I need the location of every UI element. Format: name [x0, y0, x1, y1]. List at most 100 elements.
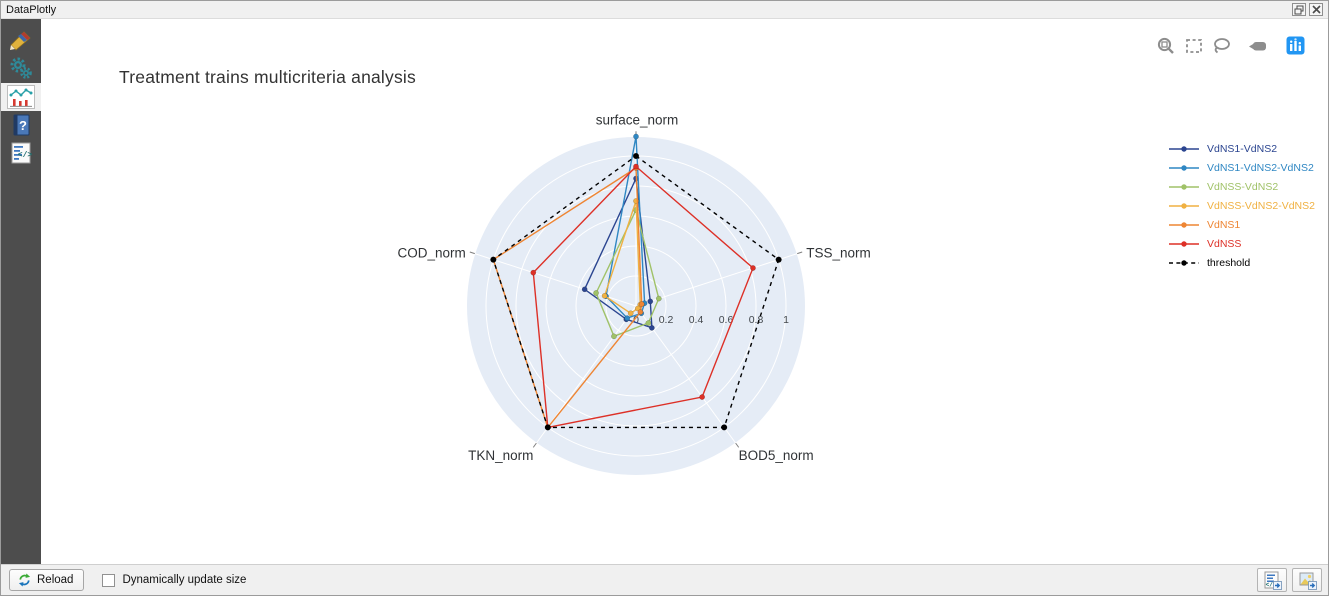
series-marker-VdNS1-VdNS2-VdNS2[interactable]: [624, 315, 631, 321]
axis-label-TKN_norm: TKN_norm: [468, 448, 533, 463]
close-icon: [1311, 5, 1321, 14]
series-marker-VdNSS[interactable]: [530, 269, 537, 276]
export-image-button[interactable]: [1292, 568, 1322, 592]
legend-label: VdNSS-VdNS2: [1207, 180, 1279, 193]
series-marker-threshold[interactable]: [632, 152, 640, 160]
axis-spoke: [635, 253, 798, 307]
sidebar-item-plot-settings[interactable]: [1, 55, 41, 83]
series-marker-threshold[interactable]: [490, 256, 497, 263]
series-marker-VdNS1-VdNS2-VdNS2[interactable]: [633, 133, 639, 140]
angular-tick: [797, 251, 803, 255]
series-line-VdNSS[interactable]: [532, 165, 754, 429]
reload-refresh-icon: [18, 573, 31, 587]
sidebar-item-plot-canvas[interactable]: [1, 83, 41, 111]
legend-sample: [1169, 202, 1199, 209]
legend-label: VdNSS: [1207, 237, 1242, 250]
series-marker-VdNSS[interactable]: [633, 163, 639, 170]
plot-area: 0 0.2 0.4 0.6 0.8 1 surface_norm TSS_norm BOD5_n…: [41, 19, 1328, 564]
legend-item-VdNS1-VdNS2[interactable]: VdNS1-VdNS2: [1169, 139, 1329, 158]
legend-sample: [1169, 145, 1199, 152]
series-marker-VdNSS[interactable]: [699, 394, 705, 400]
panel-titlebar: DataPlotly: [1, 1, 1328, 19]
legend-item-VdNSS[interactable]: VdNSS: [1169, 234, 1329, 253]
series-marker-threshold[interactable]: [544, 424, 551, 431]
legend-item-threshold[interactable]: threshold: [1169, 253, 1329, 272]
reload-button-label: Reload: [37, 574, 74, 586]
window-controls: [1292, 3, 1323, 16]
dynamic-size-checkbox[interactable]: [102, 573, 116, 587]
export-html-button[interactable]: </>: [1257, 568, 1287, 592]
series-line-VdNS1-VdNS2-VdNS2[interactable]: [605, 136, 646, 319]
reload-button[interactable]: Reload: [9, 569, 85, 591]
help-book-icon: ?: [13, 114, 30, 136]
radial-tick-label: 0: [633, 314, 639, 326]
chart-legend: VdNS1-VdNS2 VdNS1-VdNS2-VdNS2 VdNSS-VdNS2 V…: [1169, 139, 1329, 272]
radial-tick-label: 0.6: [719, 314, 734, 326]
series-marker-VdNSS-VdNS2[interactable]: [593, 290, 599, 296]
series-marker-VdNS1-VdNS2[interactable]: [649, 324, 655, 331]
series-line-VdNSS-VdNS2-VdNS2[interactable]: [603, 200, 642, 315]
plot-canvas-card: [7, 85, 35, 109]
axis-label-TSS_norm: TSS_norm: [806, 246, 871, 261]
series-marker-VdNSS-VdNS2[interactable]: [655, 295, 662, 302]
legend-sample: [1169, 164, 1199, 171]
sidebar: ? </>: [1, 19, 41, 564]
code-console-icon: </>: [11, 142, 32, 164]
panel-title: DataPlotly: [6, 3, 57, 16]
angular-tick: [469, 251, 475, 255]
radial-tick-label: 1: [783, 314, 789, 326]
series-marker-VdNS1-VdNS2[interactable]: [647, 298, 654, 305]
series-marker-VdNSS-VdNS2[interactable]: [645, 320, 652, 326]
series-marker-threshold[interactable]: [721, 424, 728, 431]
series-line-VdNSS-VdNS2[interactable]: [595, 207, 660, 338]
series-line-threshold[interactable]: [492, 155, 780, 429]
series-marker-VdNSS[interactable]: [750, 265, 756, 271]
sidebar-item-code[interactable]: </>: [1, 139, 41, 167]
hover-closest-button[interactable]: [1247, 35, 1268, 56]
legend-item-VdNSS-VdNS2-VdNS2[interactable]: VdNSS-VdNS2-VdNS2: [1169, 196, 1329, 215]
series-marker-VdNSS-VdNS2-VdNS2[interactable]: [601, 292, 608, 299]
export-image-icon: [1299, 572, 1317, 590]
series-marker-VdNSS-VdNS2[interactable]: [611, 333, 617, 340]
legend-label: VdNS1-VdNS2: [1207, 142, 1278, 155]
svg-text:?: ?: [19, 118, 27, 133]
series-marker-VdNS1-VdNS2[interactable]: [581, 286, 588, 293]
series-marker-threshold[interactable]: [775, 256, 782, 263]
dynamic-size-checkbox-group[interactable]: Dynamically update size: [102, 573, 247, 587]
box-select-button[interactable]: [1183, 35, 1204, 56]
series-line-VdNS1[interactable]: [492, 166, 643, 429]
axis-label-surface_norm: surface_norm: [596, 113, 679, 128]
axis-label-BOD5_norm: BOD5_norm: [739, 448, 814, 463]
legend-item-VdNSS-VdNS2[interactable]: VdNSS-VdNS2: [1169, 177, 1329, 196]
box-select-icon: [1185, 38, 1202, 53]
chart-title: Treatment trains multicriteria analysis: [119, 67, 416, 87]
legend-item-VdNS1-VdNS2-VdNS2[interactable]: VdNS1-VdNS2-VdNS2: [1169, 158, 1329, 177]
plotly-modebar: [1155, 35, 1306, 56]
lasso-select-icon: [1214, 37, 1230, 53]
series-line-VdNS1-VdNS2[interactable]: [583, 175, 653, 329]
plot-settings-gears-icon: [10, 57, 32, 79]
radar-chart[interactable]: 0 0.2 0.4 0.6 0.8 1 surface_norm TSS_norm BOD5_n…: [41, 19, 1328, 564]
angular-tick: [532, 442, 537, 448]
dynamic-size-checkbox-label[interactable]: Dynamically update size: [122, 574, 247, 586]
float-panel-button[interactable]: [1292, 3, 1306, 16]
svg-text:</>: </>: [1265, 581, 1276, 588]
radial-tick-label: 0.8: [749, 314, 764, 326]
legend-sample: [1169, 183, 1199, 190]
close-panel-button[interactable]: [1309, 3, 1323, 16]
sidebar-item-help[interactable]: ?: [1, 111, 41, 139]
footer-export-buttons: </>: [1257, 568, 1322, 592]
sidebar-item-plot-properties[interactable]: [1, 27, 41, 55]
series-marker-VdNS1[interactable]: [638, 301, 645, 307]
lasso-select-button[interactable]: [1211, 35, 1232, 56]
series-marker-VdNSS-VdNS2-VdNS2[interactable]: [627, 310, 634, 317]
plotly-logo-button[interactable]: [1285, 35, 1306, 56]
angular-tick: [735, 442, 740, 448]
legend-item-VdNS1[interactable]: VdNS1: [1169, 215, 1329, 234]
legend-sample: [1169, 221, 1199, 228]
legend-label: threshold: [1207, 256, 1251, 269]
zoom-button[interactable]: [1155, 35, 1176, 56]
radial-tick-label: 0.2: [659, 314, 674, 326]
footer-bar: Reload Dynamically update size </>: [1, 564, 1328, 595]
series-marker-VdNS1[interactable]: [637, 309, 644, 315]
